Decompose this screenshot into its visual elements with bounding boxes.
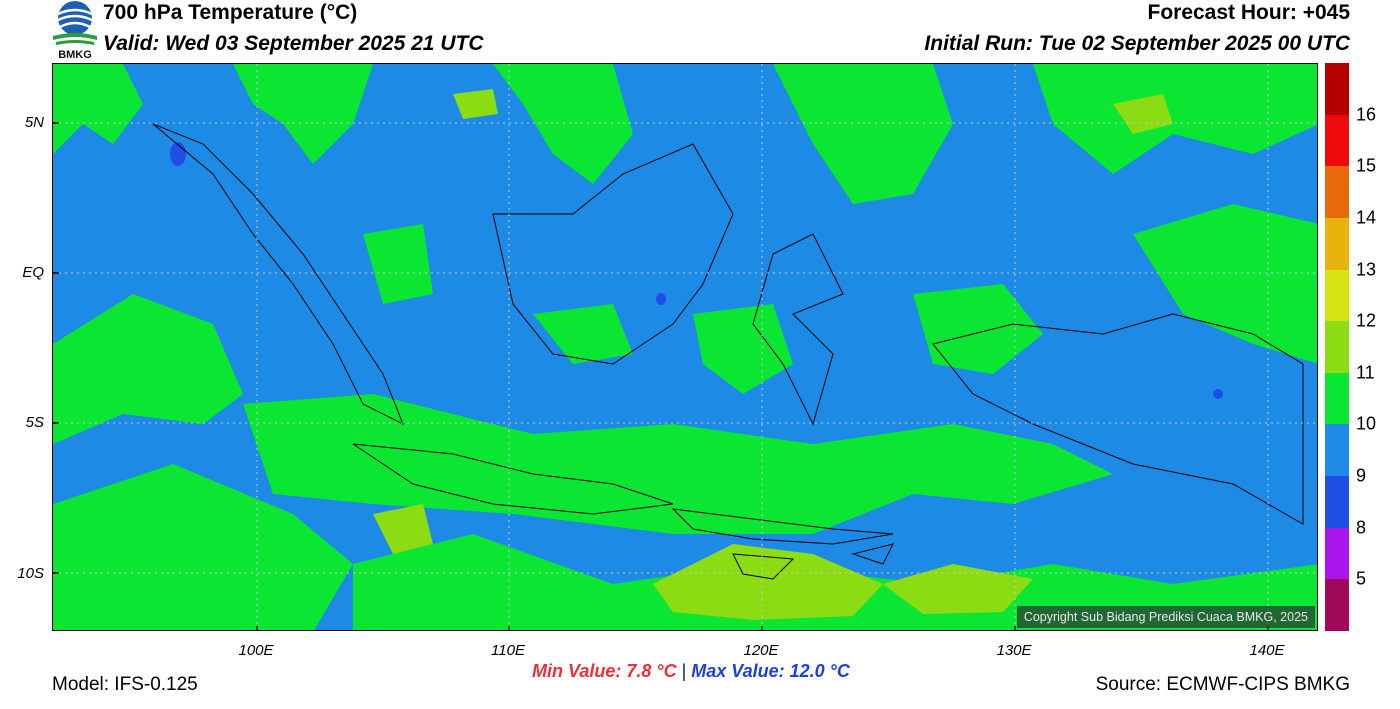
model-label: Model: IFS-0.125 — [52, 674, 198, 695]
lon-label-110e: 110E — [491, 642, 525, 659]
min-value: Min Value: 7.8 °C — [532, 661, 677, 681]
max-value: Max Value: 12.0 °C — [691, 661, 850, 681]
lat-label-10s: 10S — [17, 565, 44, 582]
colorbar-tick-label: 14 — [1356, 207, 1377, 228]
colorbar-segment — [1325, 321, 1349, 374]
colorbar-tick-label: 16 — [1356, 104, 1377, 125]
colorbar-tick-label: 15 — [1356, 155, 1377, 176]
source-label: Source: ECMWF-CIPS BMKG — [1095, 674, 1350, 695]
colorbar — [1325, 63, 1349, 632]
colorbar-tick-label: 13 — [1356, 259, 1377, 280]
lat-label-eq: EQ — [22, 264, 44, 281]
forecast-hour: Forecast Hour: +045 — [1147, 1, 1351, 24]
min-max-values: Min Value: 7.8 °C | Max Value: 12.0 °C — [532, 661, 850, 682]
colorbar-segment — [1325, 372, 1349, 425]
temp-band-11-12 — [373, 89, 1173, 620]
lon-label-140e: 140E — [1249, 642, 1285, 659]
logo-text: BMKG — [58, 49, 92, 60]
colorbar-tick-label: 9 — [1356, 465, 1367, 486]
colorbar-segment — [1325, 424, 1349, 477]
colorbar-segment — [1325, 527, 1349, 580]
colorbar-segment — [1325, 476, 1349, 529]
colorbar-tick-label: 12 — [1356, 310, 1377, 331]
temp-band-8-9 — [170, 142, 1223, 399]
colorbar-segment — [1325, 269, 1349, 322]
colorbar-segment — [1325, 217, 1349, 271]
colorbar-segment — [1325, 166, 1349, 219]
min-max-separator: | — [681, 661, 687, 681]
colorbar-segment — [1325, 63, 1349, 116]
initial-run: Initial Run: Tue 02 September 2025 00 UT… — [924, 32, 1350, 55]
lat-label-5n: 5N — [24, 114, 44, 131]
map-canvas — [53, 64, 1317, 630]
colorbar-tick-label: 11 — [1356, 362, 1375, 383]
lon-label-130e: 130E — [996, 642, 1032, 659]
bmkg-logo: BMKG — [53, 1, 97, 60]
copyright-notice: Copyright Sub Bidang Prediksi Cuaca BMKG… — [1016, 606, 1315, 628]
lon-label-100e: 100E — [238, 642, 274, 659]
colorbar-segment — [1325, 579, 1349, 632]
temperature-map: Copyright Sub Bidang Prediksi Cuaca BMKG… — [52, 63, 1318, 631]
colorbar-tick-label: 5 — [1356, 568, 1367, 589]
chart-title: 700 hPa Temperature (°C) — [103, 1, 358, 24]
colorbar-tick-label: 8 — [1356, 517, 1367, 538]
valid-time: Valid: Wed 03 September 2025 21 UTC — [103, 32, 484, 55]
colorbar-segment — [1325, 114, 1349, 167]
coastlines — [152, 123, 1304, 580]
lon-label-120e: 120E — [743, 642, 779, 659]
colorbar-tick-label: 10 — [1356, 413, 1377, 434]
map-gridlines — [53, 64, 1317, 630]
lat-label-5s: 5S — [25, 414, 44, 431]
